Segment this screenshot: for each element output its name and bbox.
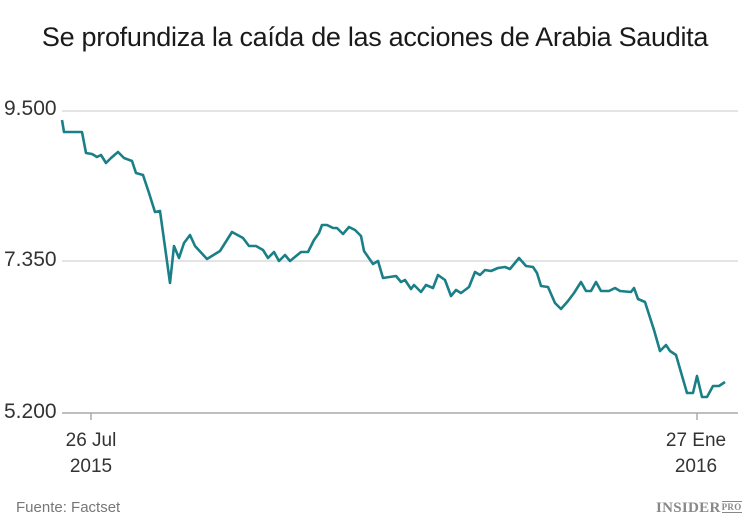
x-axis xyxy=(62,412,738,420)
y-tick-label: 5.200 xyxy=(4,400,57,423)
brand-name: INSIDER xyxy=(656,500,721,516)
y-tick-label: 7.350 xyxy=(4,248,57,271)
x-tick-date: 26 Jul xyxy=(65,430,117,451)
brand-logo: INSIDERPRO xyxy=(656,500,742,517)
series-line xyxy=(60,119,726,399)
x-tick-year: 2015 xyxy=(69,456,113,477)
y-tick-label: 9.500 xyxy=(4,97,57,120)
source-note: Fuente: Factset xyxy=(16,499,121,516)
x-tick-label-start: 26 Jul 2015 xyxy=(46,428,136,480)
chart-title: Se profundiza la caída de las acciones d… xyxy=(41,22,709,52)
brand-suffix: PRO xyxy=(721,501,742,513)
x-tick-year: 2016 xyxy=(674,456,718,477)
gridlines xyxy=(62,110,738,262)
x-tick-date: 27 Ene xyxy=(665,430,727,451)
x-tick-label-end: 27 Ene 2016 xyxy=(651,428,741,480)
